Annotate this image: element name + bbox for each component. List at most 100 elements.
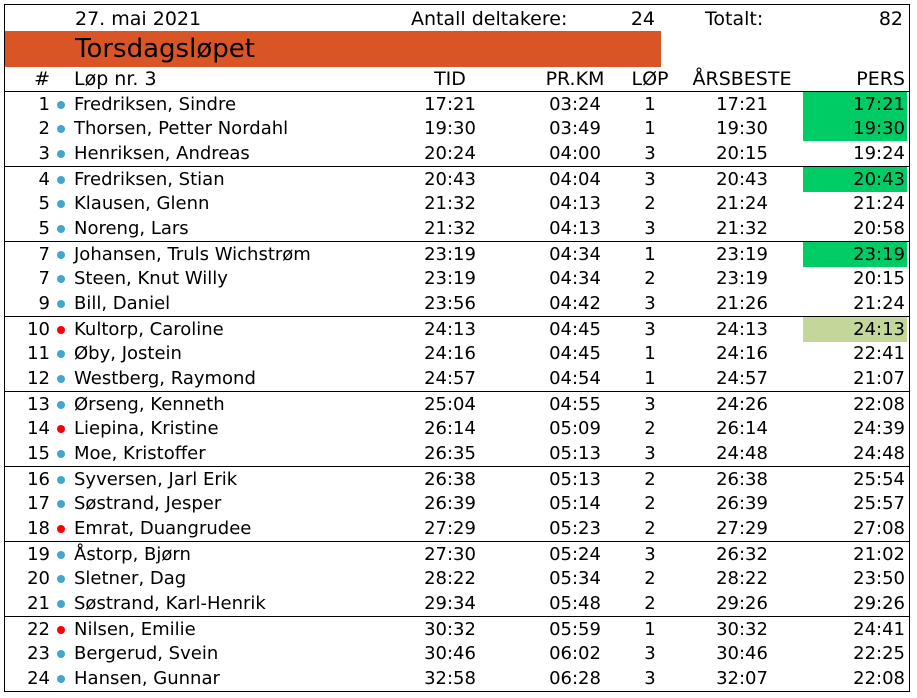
place-number: 10 (27, 319, 50, 340)
place-number: 22 (27, 619, 50, 640)
gender-dot-icon (57, 350, 65, 358)
table-row: 5 Noreng, Lars 21:32 04:13 3 21:32 20:58 (5, 216, 909, 241)
personal-best: 24:39 (853, 418, 905, 439)
season-best: 27:29 (716, 518, 768, 539)
gender-dot-icon (57, 500, 65, 508)
finish-time: 24:13 (424, 319, 476, 340)
season-best: 30:46 (716, 643, 768, 664)
personal-best: 23:19 (803, 242, 907, 267)
finish-time: 20:43 (424, 169, 476, 190)
gender-dot-icon (57, 375, 65, 383)
personal-best: 29:26 (853, 593, 905, 614)
season-best: 20:43 (716, 169, 768, 190)
race-count: 1 (644, 343, 656, 364)
season-best: 28:22 (716, 568, 768, 589)
finish-time: 26:14 (424, 418, 476, 439)
total-label: Totalt: (705, 8, 764, 30)
season-best: 23:19 (716, 244, 768, 265)
col-header-race: Løp nr. 3 (74, 68, 157, 90)
gender-dot-icon (57, 251, 65, 259)
gender-dot-icon (57, 626, 65, 634)
col-header-aarsbeste: ÅRSBESTE (692, 68, 792, 90)
race-count: 3 (644, 544, 656, 565)
gender-dot-icon (57, 401, 65, 409)
race-count: 2 (644, 593, 656, 614)
pace-per-km: 06:28 (549, 668, 601, 689)
runner-name: Emrat, Duangrudee (74, 518, 252, 539)
gender-dot-icon (57, 101, 65, 109)
place-number: 19 (27, 544, 50, 565)
race-count: 1 (644, 244, 656, 265)
personal-best: 22:25 (853, 643, 905, 664)
place-number: 18 (27, 518, 50, 539)
runner-name: Ørseng, Kenneth (74, 394, 225, 415)
race-count: 3 (644, 643, 656, 664)
season-best: 24:16 (716, 343, 768, 364)
personal-best: 21:02 (853, 544, 905, 565)
pace-per-km: 06:02 (549, 643, 601, 664)
table-row: 23 Bergerud, Svein 30:46 06:02 3 30:46 22:25 (5, 641, 909, 666)
runner-name: Søstrand, Karl-Henrik (74, 593, 266, 614)
season-best: 24:57 (716, 368, 768, 389)
pace-per-km: 05:34 (549, 568, 601, 589)
personal-best: 24:41 (853, 619, 905, 640)
col-header-lop: LØP (631, 68, 669, 90)
runner-name: Liepina, Kristine (74, 418, 219, 439)
race-count: 3 (644, 319, 656, 340)
runner-name: Henriksen, Andreas (74, 143, 250, 164)
race-count: 3 (644, 443, 656, 464)
runner-name: Søstrand, Jesper (74, 493, 222, 514)
table-row: 24 Hansen, Gunnar 32:58 06:28 3 32:07 22:08 (5, 666, 909, 691)
place-number: 23 (27, 643, 50, 664)
finish-time: 21:32 (424, 218, 476, 239)
runner-name: Johansen, Truls Wichstrøm (74, 244, 311, 265)
runner-name: Nilsen, Emilie (74, 619, 196, 640)
finish-time: 25:04 (424, 394, 476, 415)
pace-per-km: 04:42 (549, 293, 601, 314)
runner-name: Øby, Jostein (74, 343, 182, 364)
table-row: 10 Kultorp, Caroline 24:13 04:45 3 24:13 24:13 (5, 316, 909, 342)
runner-name: Klausen, Glenn (74, 193, 210, 214)
place-number: 2 (38, 118, 50, 139)
gender-dot-icon (57, 425, 65, 433)
season-best: 21:26 (716, 293, 768, 314)
personal-best: 23:50 (853, 568, 905, 589)
table-row: 12 Westberg, Raymond 24:57 04:54 1 24:57 21:07 (5, 366, 909, 391)
pace-per-km: 05:09 (549, 418, 601, 439)
runner-name: Hansen, Gunnar (74, 668, 220, 689)
personal-best: 17:21 (803, 92, 907, 117)
table-row: 15 Moe, Kristoffer 26:35 05:13 3 24:48 24:48 (5, 441, 909, 466)
finish-time: 28:22 (424, 568, 476, 589)
table-row: 1 Fredriksen, Sindre 17:21 03:24 1 17:21 17:21 (5, 91, 909, 117)
pace-per-km: 05:59 (549, 619, 601, 640)
pace-per-km: 03:24 (549, 94, 601, 115)
race-count: 2 (644, 568, 656, 589)
table-row: 18 Emrat, Duangrudee 27:29 05:23 2 27:29 27:08 (5, 516, 909, 541)
pace-per-km: 04:54 (549, 368, 601, 389)
season-best: 26:39 (716, 493, 768, 514)
pace-per-km: 04:34 (549, 244, 601, 265)
table-row: 7 Steen, Knut Willy 23:19 04:34 2 23:19 20:15 (5, 266, 909, 291)
race-count: 3 (644, 143, 656, 164)
season-best: 17:21 (716, 94, 768, 115)
place-number: 20 (27, 568, 50, 589)
race-count: 1 (644, 118, 656, 139)
table-row: 17 Søstrand, Jesper 26:39 05:14 2 26:39 25:57 (5, 491, 909, 516)
col-header-num: # (34, 68, 50, 90)
personal-best: 20:43 (803, 167, 907, 192)
pace-per-km: 04:34 (549, 268, 601, 289)
pace-per-km: 04:55 (549, 394, 601, 415)
pace-per-km: 04:00 (549, 143, 601, 164)
finish-time: 30:32 (424, 619, 476, 640)
runner-name: Westberg, Raymond (74, 368, 256, 389)
race-count: 3 (644, 293, 656, 314)
personal-best: 24:48 (853, 443, 905, 464)
runner-name: Kultorp, Caroline (74, 319, 224, 340)
gender-dot-icon (57, 551, 65, 559)
pace-per-km: 04:45 (549, 343, 601, 364)
race-date: 27. mai 2021 (75, 8, 202, 30)
finish-time: 26:38 (424, 469, 476, 490)
race-count: 2 (644, 493, 656, 514)
personal-best: 27:08 (853, 518, 905, 539)
personal-best: 22:08 (853, 394, 905, 415)
